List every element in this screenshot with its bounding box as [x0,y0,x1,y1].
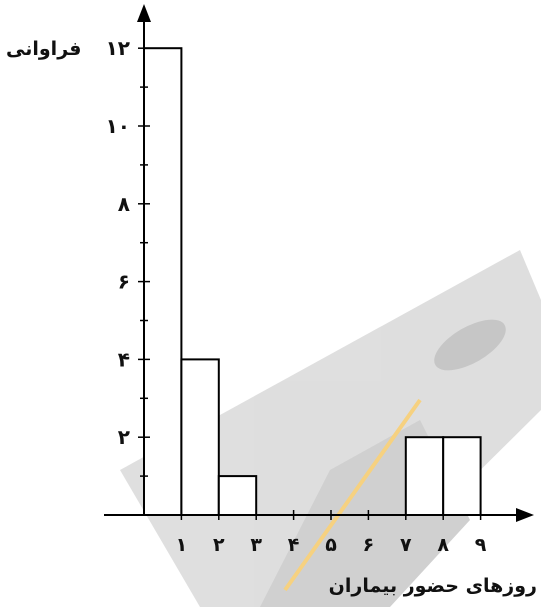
bar-2-3 [217,475,258,517]
bars-group [143,47,482,517]
x-tick-label: ۲ [213,534,225,556]
y-tick-label: ۲ [118,425,130,449]
x-tick-label: ۳ [250,534,262,556]
x-tick-label: ۵ [325,534,337,556]
y-axis-label: فراوانی [6,38,81,60]
x-tick-label: ۱ [176,534,188,556]
y-tick-label: ۶ [118,270,130,294]
x-axis-label: روزهای حضور بیماران [329,575,537,597]
x-tick-label: ۴ [288,534,300,556]
x-tick-label: ۸ [437,534,449,556]
x-ticks-group: ۱ ۲ ۳ ۴ ۵ ۶ ۷ ۸ ۹ [176,510,487,556]
x-tick-label: ۹ [475,534,487,556]
x-tick-label: ۷ [400,534,412,556]
bar-1-2 [180,358,220,516]
y-axis-arrow [137,4,151,22]
x-axis-arrow [516,508,534,522]
x-tick-label: ۶ [363,534,375,556]
bar-8-9 [442,436,482,517]
y-tick-label: ۱۲ [106,36,130,60]
bar-0-1 [143,47,183,516]
y-ticks-group: ۲ ۴ ۶ ۸ ۱۰ ۱۲ [106,36,150,477]
y-tick-label: ۴ [118,347,130,371]
y-tick-label: ۸ [118,192,130,216]
y-tick-label: ۱۰ [106,114,130,138]
bar-7-8 [404,436,445,517]
